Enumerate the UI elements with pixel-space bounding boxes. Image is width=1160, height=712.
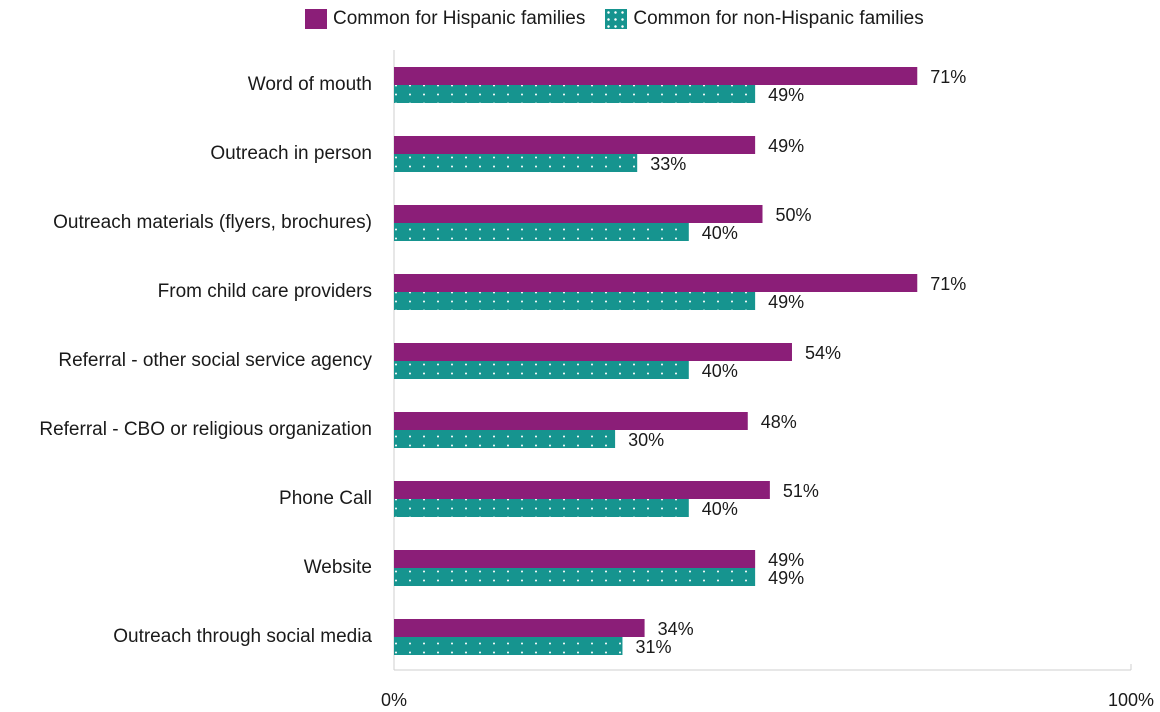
category-label: Phone Call xyxy=(279,488,372,509)
legend-label-non-hispanic: Common for non-Hispanic families xyxy=(633,8,924,29)
bar-non-hispanic xyxy=(394,568,756,586)
data-label-non-hispanic: 30% xyxy=(628,430,664,450)
data-label-non-hispanic: 31% xyxy=(635,637,671,657)
data-label-hispanic: 54% xyxy=(805,343,841,363)
legend-label-hispanic: Common for Hispanic families xyxy=(333,8,586,29)
bar-hispanic xyxy=(394,205,763,223)
category-label: Outreach in person xyxy=(210,143,372,164)
category-label: Outreach materials (flyers, brochures) xyxy=(53,212,372,233)
bar-hispanic xyxy=(394,67,918,85)
data-label-hispanic: 51% xyxy=(783,481,819,501)
data-label-non-hispanic: 40% xyxy=(702,499,738,519)
category-label: Word of mouth xyxy=(248,74,372,95)
x-tick-label: 100% xyxy=(1108,690,1154,710)
data-label-non-hispanic: 49% xyxy=(768,292,804,312)
bar-hispanic xyxy=(394,136,756,154)
data-label-non-hispanic: 40% xyxy=(702,223,738,243)
bar-hispanic xyxy=(394,274,918,292)
category-label: Referral - CBO or religious organization xyxy=(39,419,372,440)
category-label: Referral - other social service agency xyxy=(58,350,372,371)
category-label: From child care providers xyxy=(158,281,372,302)
legend-swatch-non-hispanic xyxy=(605,9,628,29)
legend-item-non-hispanic: Common for non-Hispanic families xyxy=(605,8,924,30)
data-label-hispanic: 50% xyxy=(776,205,812,225)
bar-hispanic xyxy=(394,412,748,430)
category-label: Website xyxy=(304,557,372,578)
data-label-hispanic: 71% xyxy=(930,67,966,87)
data-label-non-hispanic: 40% xyxy=(702,361,738,381)
bar-non-hispanic xyxy=(394,430,616,448)
chart-legend: Common for Hispanic families Common for … xyxy=(305,4,944,34)
data-label-hispanic: 49% xyxy=(768,136,804,156)
bar-non-hispanic xyxy=(394,292,756,310)
data-label-non-hispanic: 33% xyxy=(650,154,686,174)
x-tick-label: 0% xyxy=(381,690,407,710)
bar-hispanic xyxy=(394,481,770,499)
bar-non-hispanic xyxy=(394,154,638,172)
data-label-hispanic: 49% xyxy=(768,550,804,570)
bar-hispanic xyxy=(394,550,756,568)
bar-non-hispanic xyxy=(394,637,623,655)
bar-non-hispanic xyxy=(394,499,689,517)
data-label-non-hispanic: 49% xyxy=(768,85,804,105)
legend-item-hispanic: Common for Hispanic families xyxy=(305,8,585,30)
data-label-hispanic: 71% xyxy=(930,274,966,294)
bar-hispanic xyxy=(394,343,792,361)
data-label-hispanic: 48% xyxy=(761,412,797,432)
bar-non-hispanic xyxy=(394,361,689,379)
data-label-hispanic: 34% xyxy=(658,619,694,639)
bar-non-hispanic xyxy=(394,223,689,241)
data-label-non-hispanic: 49% xyxy=(768,568,804,588)
bar-hispanic xyxy=(394,619,645,637)
legend-swatch-hispanic xyxy=(305,9,327,29)
category-label: Outreach through social media xyxy=(113,626,372,647)
bar-non-hispanic xyxy=(394,85,756,103)
